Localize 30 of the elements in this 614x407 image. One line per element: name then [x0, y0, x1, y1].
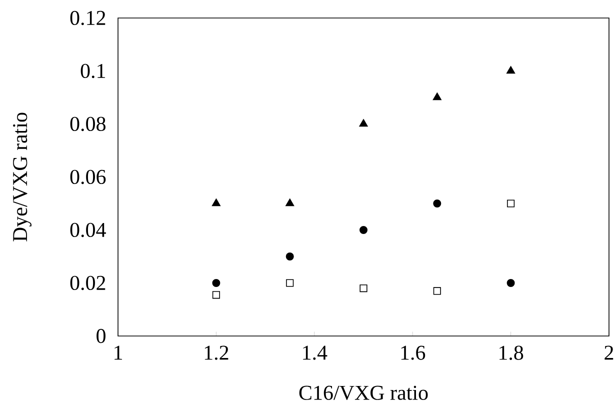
y-tick-label: 0.06 [70, 170, 106, 184]
point [360, 284, 368, 292]
y-tick-label: 0.12 [70, 10, 106, 26]
x-tick-label: 1.6 [401, 346, 426, 360]
point [359, 119, 368, 127]
y-tick-label: 0.1 [80, 64, 106, 78]
point [212, 198, 220, 206]
point [506, 200, 515, 208]
point [286, 252, 294, 260]
point [360, 226, 368, 234]
x-tick-label: 1.8 [500, 346, 524, 360]
y-tick-label: 0.04 [70, 222, 106, 238]
y-tick-label: 0.02 [70, 276, 106, 290]
x-tick-label: 2 [604, 346, 614, 360]
point [433, 287, 441, 295]
point [432, 92, 442, 100]
point [286, 279, 294, 287]
x-tick-label: 1.2 [204, 346, 228, 360]
point [506, 278, 515, 287]
point [506, 66, 516, 74]
point [212, 278, 220, 287]
y-tick-label: 0 [96, 328, 106, 344]
point [433, 199, 442, 208]
y-axis-title: Dye/VXG ratio [13, 112, 32, 242]
x-tick-label: 1 [114, 346, 122, 360]
x-tick-label: 1.4 [303, 346, 328, 360]
x-axis-title: C16/VXG ratio [299, 386, 428, 400]
point [286, 198, 294, 206]
point [212, 291, 220, 299]
y-tick-label: 0.08 [70, 116, 106, 132]
